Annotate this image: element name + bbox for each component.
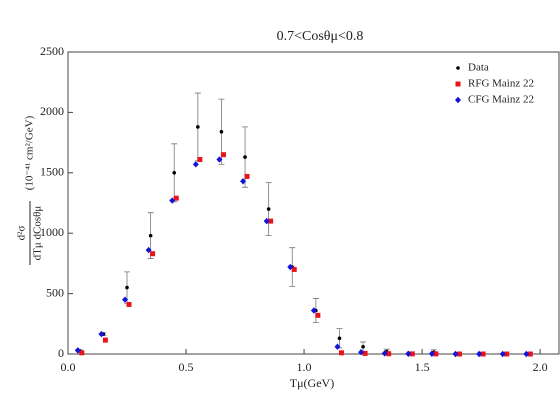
legend-marker xyxy=(455,81,461,87)
point xyxy=(145,246,152,254)
x-tick-label: 2.0 xyxy=(533,360,548,374)
x-tick-label: 1.5 xyxy=(415,360,430,374)
point xyxy=(74,347,81,354)
point xyxy=(409,351,415,357)
point xyxy=(268,218,274,224)
y-tick-label: 2500 xyxy=(40,44,64,58)
point xyxy=(476,350,483,358)
point xyxy=(98,330,105,338)
point xyxy=(173,195,179,201)
x-tick-label: 0.0 xyxy=(61,360,76,374)
point xyxy=(240,178,247,185)
point xyxy=(266,207,271,211)
point xyxy=(499,350,506,358)
chart-title: 0.7<Cosθμ<0.8 xyxy=(277,29,364,44)
point xyxy=(504,351,510,357)
x-tick-label: 0.5 xyxy=(179,360,194,374)
point xyxy=(338,350,344,356)
point xyxy=(405,350,412,357)
point xyxy=(196,125,200,129)
y-label-numerator: d²σ xyxy=(16,226,28,241)
legend-label: Data xyxy=(468,62,489,74)
point xyxy=(192,161,199,168)
point xyxy=(428,350,435,357)
legend-label: RFG Mainz 22 xyxy=(468,78,534,90)
point xyxy=(244,173,250,179)
legend-label: CFG Mainz 22 xyxy=(468,94,534,106)
point xyxy=(197,157,203,163)
point xyxy=(381,350,388,357)
legend-marker xyxy=(456,66,460,70)
point xyxy=(148,233,153,238)
point xyxy=(287,263,294,271)
y-label-units: (10⁻⁴¹ cm²/GeV) xyxy=(24,115,36,190)
plot-frame xyxy=(67,51,560,355)
point xyxy=(310,307,317,314)
point xyxy=(126,301,132,307)
point xyxy=(79,350,85,356)
point xyxy=(362,350,368,356)
point xyxy=(523,350,530,358)
point xyxy=(216,156,223,163)
point xyxy=(452,350,459,358)
y-label-denominator: dTμ dCosθμ xyxy=(32,206,44,261)
y-tick-label: 1500 xyxy=(40,165,64,179)
point xyxy=(480,351,486,357)
point xyxy=(220,152,226,158)
y-tick-label: 2000 xyxy=(40,104,64,118)
point xyxy=(150,251,156,257)
point xyxy=(361,344,365,349)
y-axis-label: d²σ dTμ dCosθμ (10⁻⁴¹ cm²/GeV) xyxy=(16,115,44,265)
point xyxy=(433,351,439,357)
point xyxy=(358,348,365,356)
point xyxy=(386,351,392,357)
point xyxy=(102,337,108,343)
point xyxy=(456,351,462,357)
point xyxy=(337,336,342,341)
point xyxy=(263,217,270,225)
legend-marker xyxy=(455,96,461,104)
point xyxy=(219,129,224,134)
y-tick-label: 1000 xyxy=(40,225,64,239)
point xyxy=(334,343,341,350)
x-axis-label: Tμ(GeV) xyxy=(290,376,334,390)
point xyxy=(169,197,176,204)
y-tick-label: 0 xyxy=(58,346,64,360)
point xyxy=(172,171,177,175)
point xyxy=(243,155,247,159)
point xyxy=(527,351,533,357)
point xyxy=(315,312,321,318)
x-tick-label: 1.0 xyxy=(297,360,312,374)
y-tick-label: 500 xyxy=(46,285,64,299)
point xyxy=(122,296,129,303)
point xyxy=(125,285,129,290)
point xyxy=(291,266,297,272)
